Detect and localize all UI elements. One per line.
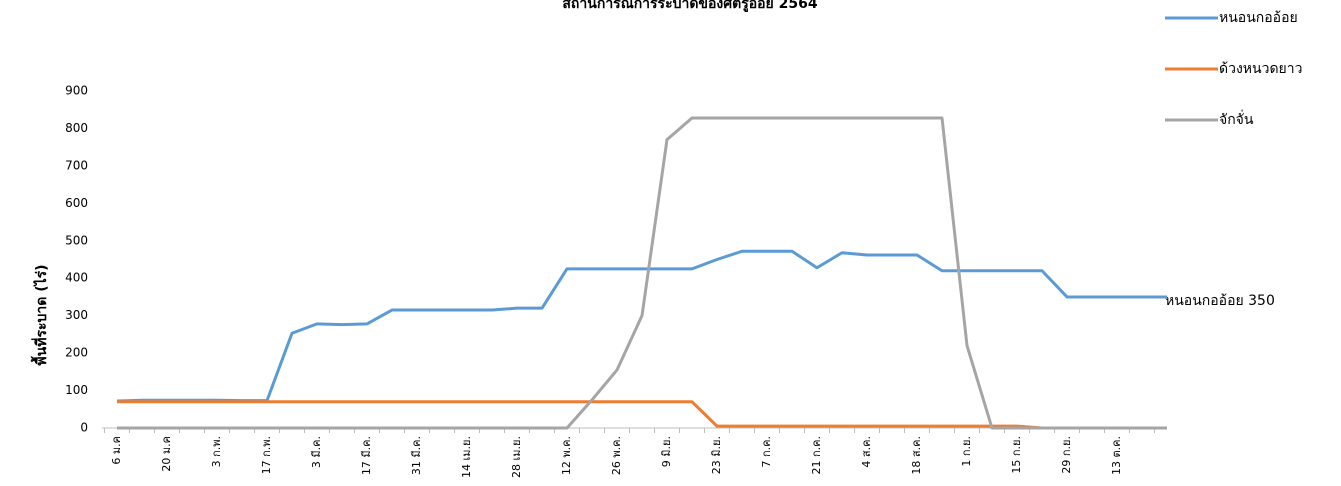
- line-series: [117, 400, 1167, 430]
- x-tick-label: 17 ก.พ.: [260, 436, 273, 474]
- y-tick-label: 300: [65, 308, 88, 322]
- legend-label: จักจั่น: [1219, 110, 1254, 128]
- y-tick-label: 400: [65, 271, 88, 285]
- y-tick-label: 0: [80, 421, 88, 435]
- y-tick-label: 700: [65, 158, 88, 172]
- legend-label: ด้วงหนวดยาว: [1219, 61, 1302, 77]
- y-tick-label: 100: [65, 383, 88, 397]
- y-tick-label: 200: [65, 346, 88, 360]
- x-tick-label: 6 ม.ค: [110, 436, 123, 465]
- x-tick-label: 12 พ.ค.: [560, 436, 573, 475]
- x-tick-label: 9 มิ.ย.: [660, 436, 673, 467]
- x-tick-label: 20 ม.ค: [160, 436, 173, 472]
- y-tick-label: 600: [65, 196, 88, 210]
- chart-title: สถานการณ์การระบาดของศัตรูอ้อย 2564: [562, 0, 817, 12]
- x-tick-label: 15 ก.ย.: [1010, 436, 1023, 474]
- y-tick-label: 900: [65, 84, 88, 98]
- annotation: หนอนกออ้อย 350: [1165, 293, 1275, 309]
- x-tick-label: 18 ส.ค.: [910, 436, 923, 475]
- x-tick-label: 3 ก.พ.: [210, 436, 223, 467]
- x-tick-label: 7 ก.ค.: [760, 436, 773, 468]
- x-tick-label: 21 ก.ค.: [810, 436, 823, 475]
- x-tick-label: 17 มี.ค.: [360, 436, 373, 475]
- legend-label: หนอนกออ้อย: [1219, 10, 1298, 26]
- x-tick-label: 31 มี.ค.: [410, 436, 423, 475]
- x-tick-label: 3 มี.ค.: [310, 436, 323, 468]
- x-tick-label: 4 ส.ค.: [860, 436, 873, 468]
- y-axis-label: พื้นที่ระบาด (ไร่): [30, 264, 50, 365]
- x-tick-label: 26 พ.ค.: [610, 436, 623, 475]
- y-tick-label: 500: [65, 233, 88, 247]
- line-series: [116, 249, 1167, 403]
- x-tick-label: 13 ต.ค.: [1110, 436, 1123, 475]
- y-tick-label: 800: [65, 121, 88, 135]
- line-series: [117, 116, 1167, 430]
- x-tick-label: 14 เม.ย.: [460, 436, 473, 478]
- x-tick-label: 23 มิ.ย.: [710, 436, 723, 474]
- x-tick-label: 1 ก.ย.: [960, 436, 973, 467]
- x-tick-label: 28 เม.ย.: [510, 436, 523, 478]
- x-tick-label: 29 ก.ย.: [1060, 436, 1073, 474]
